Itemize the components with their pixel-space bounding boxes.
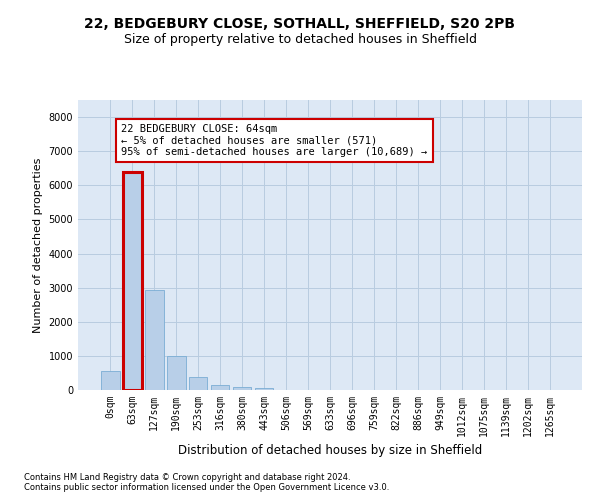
- Y-axis label: Number of detached properties: Number of detached properties: [33, 158, 43, 332]
- Text: 22, BEDGEBURY CLOSE, SOTHALL, SHEFFIELD, S20 2PB: 22, BEDGEBURY CLOSE, SOTHALL, SHEFFIELD,…: [85, 18, 515, 32]
- Bar: [189, 378, 208, 390]
- Text: Contains HM Land Registry data © Crown copyright and database right 2024.: Contains HM Land Registry data © Crown c…: [24, 472, 350, 482]
- Bar: [123, 172, 142, 390]
- Bar: [255, 388, 274, 390]
- Bar: [145, 290, 164, 390]
- Text: Size of property relative to detached houses in Sheffield: Size of property relative to detached ho…: [124, 32, 476, 46]
- Text: Contains public sector information licensed under the Open Government Licence v3: Contains public sector information licen…: [24, 484, 389, 492]
- X-axis label: Distribution of detached houses by size in Sheffield: Distribution of detached houses by size …: [178, 444, 482, 458]
- Bar: [233, 386, 251, 390]
- Bar: [167, 356, 185, 390]
- Text: 22 BEDGEBURY CLOSE: 64sqm
← 5% of detached houses are smaller (571)
95% of semi-: 22 BEDGEBURY CLOSE: 64sqm ← 5% of detach…: [121, 124, 427, 157]
- Bar: [211, 384, 229, 390]
- Bar: [101, 371, 119, 390]
